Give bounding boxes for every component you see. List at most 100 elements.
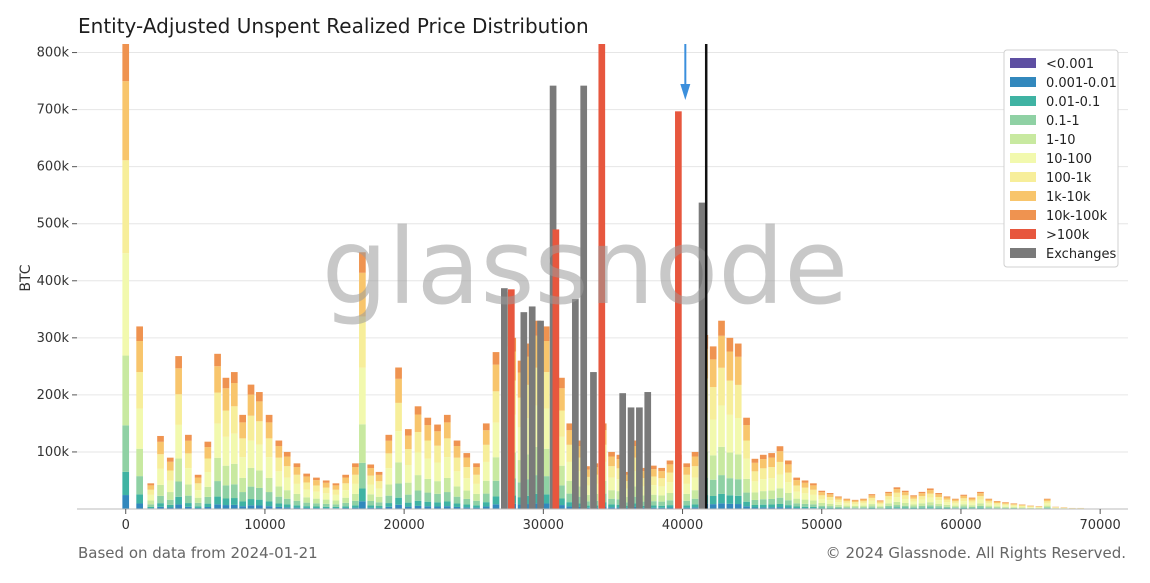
bar-segment [166,507,174,509]
bar-segment [352,493,359,501]
bar-segment [843,498,851,500]
bar-segment [926,507,934,509]
bar [463,453,471,509]
bar-segment [851,500,859,503]
bar-segment [194,497,202,503]
bar-segment [434,502,441,507]
bar-segment [835,502,842,505]
bar-segment [851,505,859,508]
bar-segment [147,489,155,495]
bar-segment [718,405,725,447]
bar [542,326,550,509]
bar-segment [801,503,809,507]
bar-segment [342,502,350,507]
bar-segment [910,501,917,505]
bar-segment [709,479,717,496]
bar-segment [166,461,174,471]
bar-segment [566,423,574,431]
bar-segment [926,493,934,498]
bar-segment [322,503,330,507]
bar-segment [558,485,565,499]
bar-segment [743,458,750,479]
bar [375,471,383,509]
bar [322,480,330,509]
highlight-bar [520,312,528,509]
bar-segment [868,507,876,509]
bar-segment [968,508,976,509]
bar-segment [743,506,750,509]
bar-segment [247,394,255,416]
bar-segment [424,440,432,459]
bar-segment [222,505,230,509]
bar [453,440,461,509]
bar-segment [734,479,742,496]
bar [166,457,174,509]
legend-label: >100k [1046,228,1090,243]
bar-segment [473,505,480,508]
bar-segment [136,448,143,477]
bar-segment [726,337,734,352]
bar-segment [247,486,255,500]
bar-segment [918,507,926,509]
bar-segment [230,383,238,407]
bar-segment [204,447,212,459]
bar-segment [943,499,951,503]
bar-segment [443,477,451,493]
bar-segment [204,506,212,509]
bar-segment [482,444,490,462]
bar-segment [313,480,320,486]
bar-segment [424,425,432,441]
bar-segment [453,471,461,487]
bar-segment [359,316,366,368]
bar-segment [566,461,574,481]
bar-segment [385,434,393,441]
bar-segment [283,456,291,467]
highlight-bar [590,372,597,509]
bar-segment [851,507,859,509]
bar-segment [322,480,330,483]
bar-segment [784,507,792,509]
bar [404,429,412,509]
bar-segment [424,506,432,509]
bar-segment [359,501,366,509]
bar-segment [784,464,792,473]
bar-segment [876,506,884,508]
bar [658,467,666,509]
bar-segment [608,504,615,508]
bar-segment [175,424,182,459]
bar-segment [1002,506,1009,508]
bar [443,414,451,509]
y-tick-label: 300k [37,331,70,346]
bar-segment [185,434,192,441]
bar [239,414,246,509]
bar-segment [943,496,951,498]
bar [482,423,490,509]
bar-segment [443,438,451,458]
bar-segment [265,477,273,493]
bar-segment [214,504,221,509]
bar-segment [542,408,550,449]
bar-segment [463,498,471,505]
bar-segment [658,505,666,508]
bar-segment [265,422,273,439]
bar-segment [414,406,422,415]
bar [566,423,574,509]
bar-segment [204,503,212,507]
bar-segment [322,493,330,500]
bar-segment [893,501,901,506]
bar-segment [157,441,164,455]
bar-segment [492,364,500,392]
bar-segment [473,467,480,475]
bar-segment [926,490,934,494]
bar-segment [157,503,164,507]
bar-segment [558,505,565,509]
bar-segment [367,494,375,501]
bar-segment [166,470,174,481]
bar-segment [818,490,826,493]
bar-segment [247,384,255,395]
bar-segment [424,478,432,493]
bar [424,417,432,509]
bar-segment [734,454,742,480]
bar-segment [743,417,750,426]
bar-segment [359,462,366,489]
